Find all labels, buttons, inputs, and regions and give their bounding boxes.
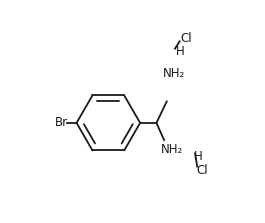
Text: Br: Br <box>55 116 68 129</box>
Text: Cl: Cl <box>180 32 192 45</box>
Text: H: H <box>194 150 203 163</box>
Text: NH₂: NH₂ <box>163 67 186 80</box>
Text: NH₂: NH₂ <box>161 143 183 156</box>
Text: H: H <box>176 45 185 58</box>
Text: Cl: Cl <box>197 164 208 177</box>
